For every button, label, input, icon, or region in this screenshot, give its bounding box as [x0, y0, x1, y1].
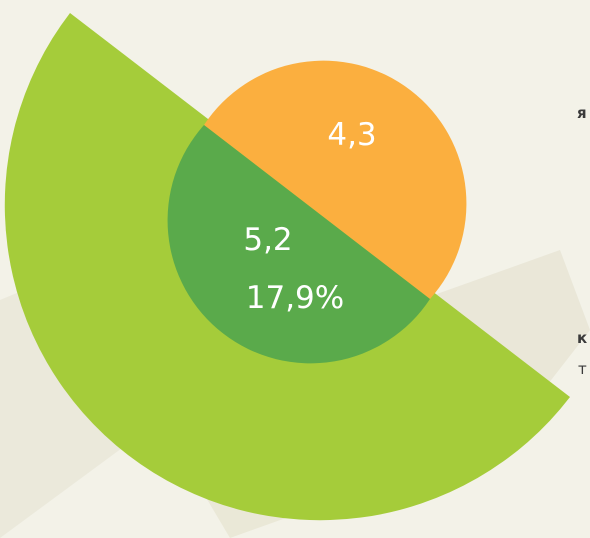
graphic: 4,3 5,2 17,9% я к т	[0, 0, 590, 538]
page: 4,3 5,2 17,9% я к т (() => { const data …	[0, 0, 590, 538]
side-text: я	[577, 104, 587, 122]
top-label: 4,3	[327, 117, 376, 153]
side-text: т	[578, 360, 587, 378]
side-text: к	[577, 329, 587, 347]
value-label: 5,2	[243, 222, 292, 258]
percent-label: 17,9%	[246, 280, 344, 316]
